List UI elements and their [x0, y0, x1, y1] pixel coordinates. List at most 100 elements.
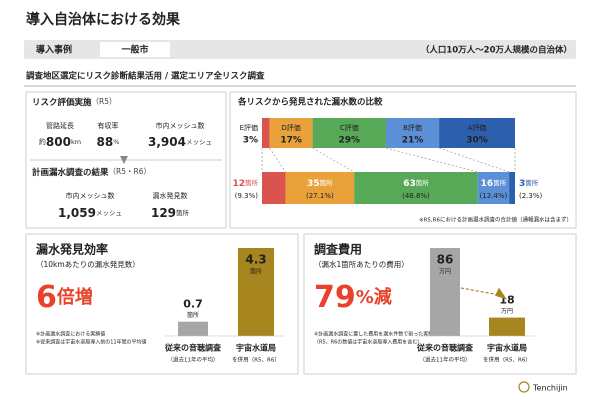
bar-label: 宇宙水道局 — [236, 343, 276, 353]
item-value-part: 800 — [46, 135, 71, 149]
grade: C評価 — [340, 123, 359, 132]
count-label: 12箇所 — [232, 178, 258, 189]
share-label: 29% — [339, 136, 361, 146]
share-label: 21% — [402, 136, 424, 146]
count-bar — [285, 172, 355, 204]
item-value-part: 88 — [97, 135, 114, 149]
bar-unit: 万円 — [501, 308, 513, 315]
item-label: 漏水発見数 — [153, 191, 188, 200]
ratio-label: (9.3%) — [235, 192, 259, 200]
headline-part: 79 — [314, 280, 356, 315]
bar — [238, 248, 274, 336]
ratio-label: (48.8%) — [402, 192, 430, 200]
connector — [438, 147, 510, 173]
grade: E評価 — [240, 123, 258, 132]
arrow-head — [495, 287, 507, 300]
share-bar — [385, 118, 440, 148]
headline-part: %減 — [356, 286, 392, 308]
count-label-part: 箇所 — [525, 178, 539, 187]
share-label: 30% — [466, 136, 488, 146]
bar-label: 従来の音聴調査 — [164, 343, 222, 353]
left-panel — [25, 91, 227, 229]
city-box — [100, 42, 170, 57]
headline-part: 倍増 — [57, 286, 93, 308]
survey-title-part: （R5・R6） — [109, 167, 151, 176]
share-label: 17% — [280, 136, 302, 146]
count-label-part: 箇所 — [245, 178, 259, 187]
share-bar — [439, 118, 515, 148]
panel-title: 漏水発見効率 — [36, 242, 108, 257]
share-bar — [262, 118, 270, 148]
count-label: 35箇所 — [307, 178, 333, 189]
bar — [489, 317, 525, 336]
share-label: 3% — [243, 136, 258, 146]
logo: Tenchijin — [532, 384, 568, 393]
count-label-part: 16 — [481, 179, 494, 189]
item-value-part: 約 — [39, 137, 46, 146]
item-label: 有収率 — [98, 121, 119, 130]
count-label-part: 箇所 — [320, 178, 334, 187]
note: ※計画漏水調査に要した費用を漏水件数で割った実績値 — [314, 331, 438, 338]
item-value: 88% — [97, 135, 120, 149]
count-label-part: 3 — [519, 179, 525, 189]
headline: 6倍増 — [36, 280, 93, 315]
risk-title-part: （R5） — [92, 97, 117, 106]
case-population: （人口10万人～20万人規模の自治体） — [421, 45, 572, 56]
item-value: 1,059メッシュ — [58, 206, 122, 220]
item-value: 3,904メッシュ — [148, 135, 212, 149]
count-label-part: 12 — [232, 179, 245, 189]
survey-title-part: 計画漏水調査の結果 — [32, 167, 109, 178]
count-label: 63箇所 — [403, 178, 429, 189]
risk-title: リスク評価実施（R5） — [32, 97, 117, 108]
item-value-part: 3,904 — [148, 135, 186, 149]
bar-label: 従来の音聴調査 — [416, 343, 474, 353]
case-city: 一般市 — [121, 44, 148, 56]
item-value-part: メッシュ — [96, 209, 122, 217]
approach: 調査地区選定にリスク診断結果活用 / 選定エリア全リスク調査 — [26, 71, 265, 82]
note: （R5、R6の数値は宇宙水道局導入費用を含む） — [314, 339, 422, 346]
ratio-label: (27.1%) — [306, 192, 334, 200]
count-label-part: 箇所 — [416, 178, 430, 187]
panel-subtitle: （10kmあたりの漏水発見数） — [36, 259, 140, 269]
item-label: 市内メッシュ数 — [156, 121, 205, 130]
count-bar — [477, 172, 510, 204]
ratio-label: (2.3%) — [519, 192, 543, 200]
survey-title: 計画漏水調査の結果（R5・R6） — [32, 167, 151, 178]
grade: A評価 — [468, 123, 487, 132]
bar-value: 0.7 — [183, 298, 203, 311]
bar-value: 4.3 — [245, 253, 266, 267]
bar-sublabel: （過去11年の平均） — [168, 356, 219, 364]
connector — [269, 147, 286, 173]
note: ※計画漏水調査における実績値 — [36, 331, 105, 338]
count-bar — [509, 172, 515, 204]
share-bar — [312, 118, 386, 148]
count-label-part: 箇所 — [493, 178, 507, 187]
item-value-part: 129 — [151, 206, 176, 220]
case-label: 導入事例 — [36, 44, 72, 56]
bar — [178, 321, 208, 336]
grade: D評価 — [281, 123, 300, 132]
item-value-part: km — [71, 138, 81, 146]
title: 導入自治体における効果 — [26, 11, 181, 28]
comparison-title: 各リスクから発見された漏水数の比較 — [237, 97, 383, 108]
efficiency-panel — [25, 233, 299, 375]
right-panel — [229, 91, 577, 229]
item-value: 約800km — [39, 135, 81, 149]
item-label: 市内メッシュ数 — [66, 191, 115, 200]
bar-unit: 箇所 — [187, 311, 199, 319]
bar — [430, 248, 460, 336]
item-value-part: 箇所 — [176, 208, 190, 217]
item-value: 129箇所 — [151, 206, 190, 220]
comparison-note: ※R5,R6における計画漏水調査の合計値（通報漏水は含まず） — [419, 216, 572, 224]
bar-unit: 箇所 — [250, 268, 262, 276]
count-label-part: 35 — [307, 179, 320, 189]
ratio-label: (12.4%) — [480, 192, 508, 200]
count-label-part: 63 — [403, 179, 416, 189]
cost-panel — [303, 233, 577, 375]
connector — [312, 147, 355, 173]
count-bar — [354, 172, 478, 204]
panel-subtitle: （漏水1箇所あたりの費用） — [314, 259, 409, 269]
headline: 79%減 — [314, 280, 392, 315]
bar-sublabel: を併用（R5、R6） — [483, 356, 531, 364]
